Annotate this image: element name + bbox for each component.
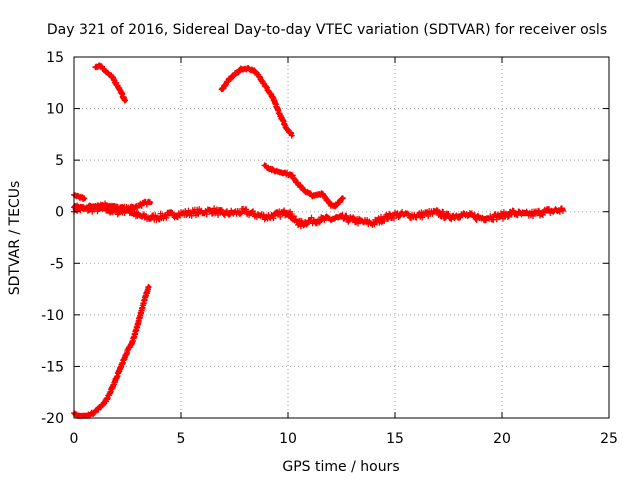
y-tick-label: 10 xyxy=(46,102,64,118)
series-baseline-upper-arc xyxy=(71,198,153,214)
x-tick-label: 25 xyxy=(600,431,618,447)
x-axis-label: GPS time / hours xyxy=(282,459,399,475)
y-tick-label: -15 xyxy=(41,359,64,375)
series-markers xyxy=(261,162,346,210)
series-markers xyxy=(92,62,128,104)
x-tick-label: 15 xyxy=(386,431,404,447)
grid-lines xyxy=(74,57,609,418)
chart-title: Day 321 of 2016, Sidereal Day-to-day VTE… xyxy=(47,22,607,38)
series-markers xyxy=(218,65,295,139)
y-tick-label: -20 xyxy=(41,411,64,427)
plot-frame xyxy=(73,56,610,419)
x-tick-label: 10 xyxy=(279,431,297,447)
series-arc-1-2-5h xyxy=(92,62,128,104)
data-series xyxy=(71,62,566,419)
y-axis-label: SDTVAR / TECUs xyxy=(7,181,23,296)
x-tick-label: 5 xyxy=(177,431,186,447)
series-arc-9-12-6h xyxy=(261,162,346,210)
y-tick-label: 5 xyxy=(55,153,64,169)
y-tick-label: 0 xyxy=(55,205,64,221)
series-arc-7-10h xyxy=(218,65,295,139)
series-baseline-band xyxy=(71,203,566,230)
y-tick-label: -5 xyxy=(50,256,64,272)
y-tick-label: -10 xyxy=(41,308,64,324)
x-tick-label: 20 xyxy=(493,431,511,447)
x-tick-label: 0 xyxy=(70,431,79,447)
y-tick-label: 15 xyxy=(46,50,64,66)
axis-ticks: 0 5 10 15 20 25 -20 -15 -10 -5 0 5 10 15 xyxy=(41,50,618,447)
